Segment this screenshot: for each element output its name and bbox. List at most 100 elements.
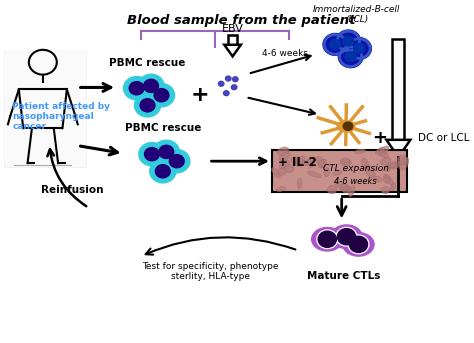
Circle shape xyxy=(233,77,238,82)
Ellipse shape xyxy=(307,171,321,178)
Ellipse shape xyxy=(385,163,391,172)
Ellipse shape xyxy=(277,168,286,176)
Text: Test for specificity, phenotype
sterlity, HLA-type: Test for specificity, phenotype sterlity… xyxy=(143,262,279,282)
Circle shape xyxy=(349,236,367,252)
Circle shape xyxy=(144,79,158,93)
Ellipse shape xyxy=(276,187,285,192)
Circle shape xyxy=(164,150,190,173)
Ellipse shape xyxy=(384,175,393,185)
Circle shape xyxy=(153,140,179,164)
Ellipse shape xyxy=(316,156,326,168)
Text: Patient affected by
nasopharyngeal
cancer: Patient affected by nasopharyngeal cance… xyxy=(12,102,110,131)
Circle shape xyxy=(219,81,224,86)
Ellipse shape xyxy=(373,176,382,182)
Ellipse shape xyxy=(399,157,409,170)
Text: +: + xyxy=(191,85,209,105)
Text: EBV: EBV xyxy=(222,24,244,34)
Circle shape xyxy=(336,30,361,52)
Ellipse shape xyxy=(362,158,369,170)
Ellipse shape xyxy=(341,159,351,165)
Ellipse shape xyxy=(291,156,305,166)
Ellipse shape xyxy=(300,159,315,166)
Circle shape xyxy=(347,38,371,59)
Text: 4-6 weeks: 4-6 weeks xyxy=(334,177,377,186)
Ellipse shape xyxy=(381,152,389,158)
Circle shape xyxy=(155,165,170,178)
Circle shape xyxy=(224,91,229,96)
Ellipse shape xyxy=(348,186,355,197)
Text: +: + xyxy=(373,129,388,147)
Text: DC: DC xyxy=(340,153,356,163)
Circle shape xyxy=(154,88,169,102)
Ellipse shape xyxy=(340,184,351,193)
Ellipse shape xyxy=(285,164,294,173)
Ellipse shape xyxy=(279,152,290,161)
Circle shape xyxy=(159,145,173,158)
Circle shape xyxy=(338,46,363,68)
Ellipse shape xyxy=(365,166,375,178)
Text: CTL expansion: CTL expansion xyxy=(323,164,389,173)
Ellipse shape xyxy=(297,178,302,189)
Circle shape xyxy=(354,44,365,54)
Ellipse shape xyxy=(379,146,389,156)
FancyBboxPatch shape xyxy=(272,150,407,192)
Polygon shape xyxy=(386,140,410,157)
Circle shape xyxy=(330,39,341,49)
Polygon shape xyxy=(228,35,237,45)
Ellipse shape xyxy=(337,121,355,132)
Ellipse shape xyxy=(335,181,349,190)
FancyBboxPatch shape xyxy=(4,50,86,167)
Polygon shape xyxy=(224,45,241,56)
Ellipse shape xyxy=(375,147,384,155)
Ellipse shape xyxy=(333,170,342,175)
Ellipse shape xyxy=(381,157,391,165)
Circle shape xyxy=(124,76,150,100)
Text: DC or LCL: DC or LCL xyxy=(418,133,470,143)
Text: Mature CTLs: Mature CTLs xyxy=(307,271,381,281)
Ellipse shape xyxy=(343,233,374,256)
Text: PBMC rescue: PBMC rescue xyxy=(109,58,186,68)
Text: Immortalized-B-cell
(LCL): Immortalized-B-cell (LCL) xyxy=(313,5,401,24)
Text: Reinfusion: Reinfusion xyxy=(41,185,103,195)
Circle shape xyxy=(150,159,176,183)
Circle shape xyxy=(135,94,161,117)
Text: + IL-2: + IL-2 xyxy=(278,156,317,169)
Circle shape xyxy=(145,147,159,161)
Ellipse shape xyxy=(383,174,390,184)
Text: 4-6 weeks: 4-6 weeks xyxy=(262,49,308,58)
Ellipse shape xyxy=(312,227,343,251)
Ellipse shape xyxy=(382,187,390,194)
Ellipse shape xyxy=(331,225,362,248)
Circle shape xyxy=(343,36,354,46)
Circle shape xyxy=(139,143,165,166)
Ellipse shape xyxy=(272,167,280,178)
Circle shape xyxy=(148,84,174,107)
Polygon shape xyxy=(392,39,404,140)
Circle shape xyxy=(345,52,356,62)
Circle shape xyxy=(138,74,164,97)
Ellipse shape xyxy=(398,156,407,165)
Circle shape xyxy=(343,122,353,130)
Circle shape xyxy=(140,99,155,112)
Text: Blood sample from the patient: Blood sample from the patient xyxy=(127,14,356,27)
Circle shape xyxy=(226,76,231,81)
Ellipse shape xyxy=(277,147,289,156)
Circle shape xyxy=(169,155,184,168)
Ellipse shape xyxy=(391,161,401,169)
Ellipse shape xyxy=(391,182,395,191)
Ellipse shape xyxy=(308,157,313,168)
Ellipse shape xyxy=(355,149,366,154)
Circle shape xyxy=(337,228,356,245)
Ellipse shape xyxy=(388,162,397,168)
Text: PBMC rescue: PBMC rescue xyxy=(125,123,201,133)
Ellipse shape xyxy=(324,168,330,177)
Ellipse shape xyxy=(295,156,305,166)
Ellipse shape xyxy=(340,158,350,166)
Circle shape xyxy=(318,231,337,247)
Ellipse shape xyxy=(318,159,327,168)
Circle shape xyxy=(323,34,347,55)
Circle shape xyxy=(129,82,144,95)
Ellipse shape xyxy=(327,185,337,194)
Circle shape xyxy=(231,85,237,90)
Ellipse shape xyxy=(279,160,290,168)
